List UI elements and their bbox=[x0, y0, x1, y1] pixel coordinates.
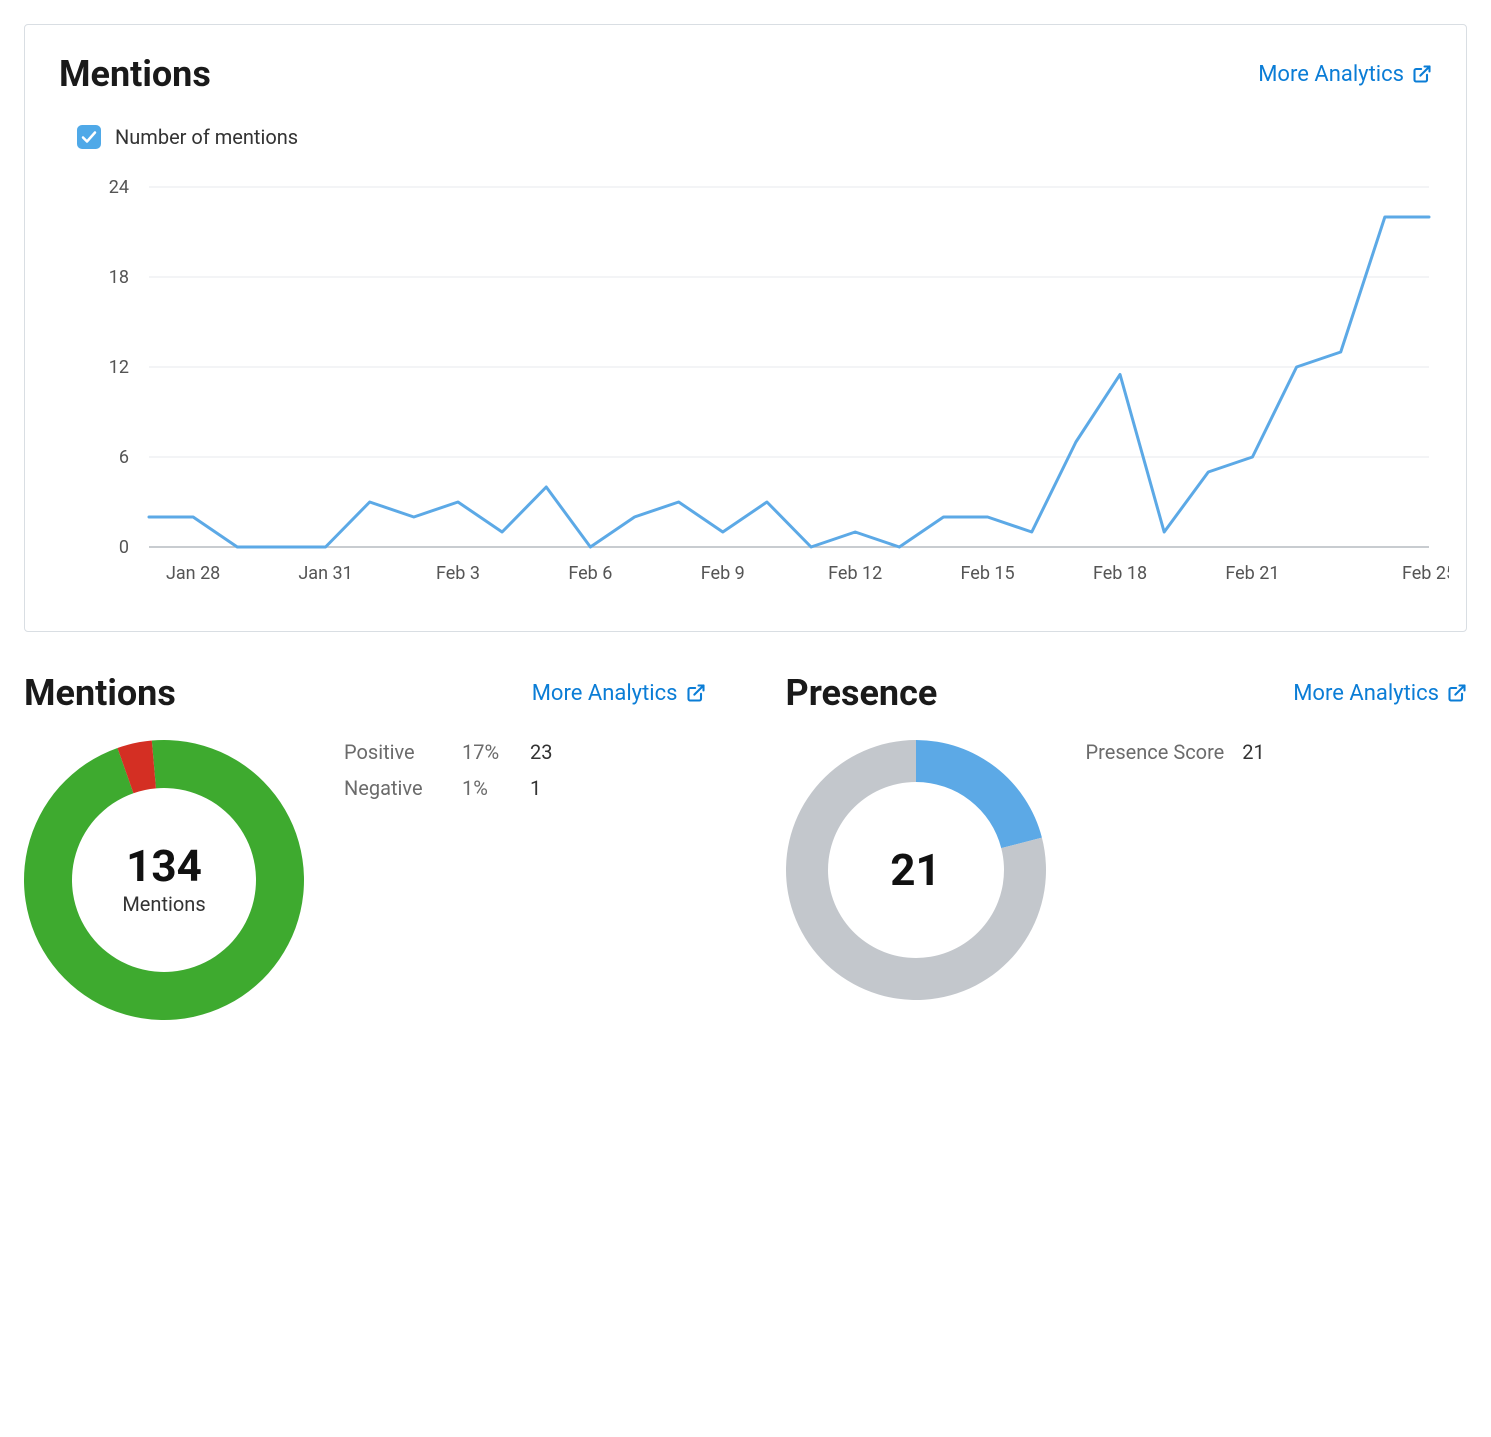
stat-label: Negative bbox=[344, 776, 444, 800]
mentions-series-label: Number of mentions bbox=[115, 125, 298, 149]
external-link-icon bbox=[1412, 64, 1432, 84]
more-analytics-label: More Analytics bbox=[1258, 62, 1404, 87]
svg-text:Feb 6: Feb 6 bbox=[568, 563, 612, 584]
svg-text:12: 12 bbox=[109, 357, 129, 378]
stat-val: 23 bbox=[530, 740, 552, 764]
presence-donut: 21 bbox=[786, 740, 1046, 1000]
presence-header: Presence More Analytics bbox=[786, 672, 1468, 714]
svg-text:Feb 21: Feb 21 bbox=[1225, 563, 1279, 584]
stat-pct: 1% bbox=[462, 776, 512, 800]
mentions-card-header: Mentions More Analytics bbox=[59, 53, 1432, 95]
presence-title: Presence bbox=[786, 672, 938, 714]
stat-pct: 17% bbox=[462, 740, 512, 764]
presence-donut-value: 21 bbox=[890, 848, 941, 892]
svg-text:Feb 3: Feb 3 bbox=[436, 563, 480, 584]
svg-text:Jan 28: Jan 28 bbox=[166, 563, 220, 584]
mentions-series-checkbox[interactable] bbox=[77, 125, 101, 149]
mentions-donut-header: Mentions More Analytics bbox=[24, 672, 706, 714]
stat-row-positive: Positive 17% 23 bbox=[344, 740, 552, 764]
svg-text:Feb 15: Feb 15 bbox=[961, 563, 1015, 584]
mentions-donut-title: Mentions bbox=[24, 672, 176, 714]
mentions-line-chart: 0 6 12 18 24 Jan 28 Jan 31 Feb 3 Feb 6 Feb 9 Feb 1… bbox=[59, 167, 1432, 607]
mentions-card-title: Mentions bbox=[59, 53, 211, 95]
mentions-donut-label: Mentions bbox=[122, 892, 205, 916]
presence-panel: Presence More Analytics 21 Presence Scor… bbox=[786, 672, 1468, 1020]
line-chart-svg: 0 6 12 18 24 Jan 28 Jan 31 Feb 3 Feb 6 Feb 9 Feb 1… bbox=[59, 167, 1449, 607]
mentions-donut-center: 134 Mentions bbox=[24, 740, 304, 1020]
presence-donut-center: 21 bbox=[786, 740, 1046, 1000]
chart-legend: Number of mentions bbox=[77, 125, 1432, 149]
presence-stat-label: Presence Score bbox=[1086, 740, 1225, 764]
lower-panels: Mentions More Analytics 134 Mentions Pos… bbox=[24, 672, 1467, 1020]
svg-text:Feb 25: Feb 25 bbox=[1402, 563, 1449, 584]
svg-text:6: 6 bbox=[119, 447, 129, 468]
presence-stat-value: 21 bbox=[1242, 740, 1264, 764]
external-link-icon bbox=[1447, 683, 1467, 703]
mentions-donut-body: 134 Mentions Positive 17% 23 Negative 1%… bbox=[24, 740, 706, 1020]
svg-text:Jan 31: Jan 31 bbox=[298, 563, 352, 584]
svg-text:Feb 9: Feb 9 bbox=[701, 563, 745, 584]
mentions-donut-value: 134 bbox=[126, 844, 202, 888]
more-analytics-link[interactable]: More Analytics bbox=[1258, 62, 1432, 87]
mentions-more-analytics-label: More Analytics bbox=[532, 681, 678, 706]
svg-text:Feb 12: Feb 12 bbox=[828, 563, 882, 584]
stat-row-negative: Negative 1% 1 bbox=[344, 776, 552, 800]
mentions-more-analytics-link[interactable]: More Analytics bbox=[532, 681, 706, 706]
presence-more-analytics-label: More Analytics bbox=[1293, 681, 1439, 706]
mentions-card: Mentions More Analytics Number of mentio… bbox=[24, 24, 1467, 632]
svg-text:18: 18 bbox=[109, 267, 129, 288]
svg-text:0: 0 bbox=[119, 537, 129, 558]
stat-label: Positive bbox=[344, 740, 444, 764]
external-link-icon bbox=[686, 683, 706, 703]
mentions-stats: Positive 17% 23 Negative 1% 1 bbox=[344, 740, 552, 812]
presence-more-analytics-link[interactable]: More Analytics bbox=[1293, 681, 1467, 706]
mentions-donut: 134 Mentions bbox=[24, 740, 304, 1020]
stat-val: 1 bbox=[530, 776, 541, 800]
mentions-donut-panel: Mentions More Analytics 134 Mentions Pos… bbox=[24, 672, 706, 1020]
presence-body: 21 Presence Score 21 bbox=[786, 740, 1468, 1000]
svg-text:24: 24 bbox=[109, 177, 129, 198]
svg-text:Feb 18: Feb 18 bbox=[1093, 563, 1147, 584]
presence-stat: Presence Score 21 bbox=[1086, 740, 1265, 764]
